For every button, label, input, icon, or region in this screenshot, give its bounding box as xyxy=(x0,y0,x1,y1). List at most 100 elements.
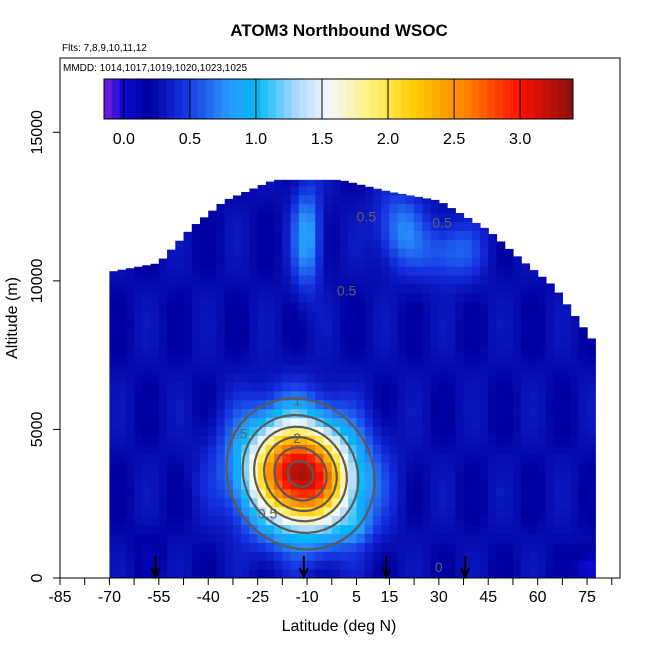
colorbar-segment xyxy=(424,79,433,119)
heatmap-cell xyxy=(504,399,514,410)
heatmap-cell xyxy=(158,283,168,294)
heatmap-cell xyxy=(488,292,498,303)
heatmap-cell xyxy=(480,239,489,249)
heatmap-cell xyxy=(397,193,407,196)
heatmap-cell xyxy=(191,533,201,543)
heatmap-cell xyxy=(381,319,391,329)
colorbar-segment xyxy=(565,79,574,119)
heatmap-cell xyxy=(397,453,407,463)
heatmap-cell xyxy=(554,390,563,401)
heatmap-cell xyxy=(117,471,127,481)
heatmap-cell xyxy=(521,301,531,312)
heatmap-cell xyxy=(208,212,218,223)
heatmap-cell xyxy=(323,453,333,463)
heatmap-cell xyxy=(381,221,391,231)
heatmap-cell xyxy=(315,364,325,374)
heatmap-cell xyxy=(488,417,498,428)
heatmap-cell xyxy=(381,257,391,267)
heatmap-cell xyxy=(241,319,251,329)
contour-line xyxy=(263,435,338,513)
heatmap-cell xyxy=(463,355,473,365)
heatmap-cell xyxy=(191,301,201,312)
heatmap-cell xyxy=(348,444,358,454)
heatmap-cell xyxy=(191,319,201,329)
heatmap-cell xyxy=(364,274,374,285)
heatmap-cell xyxy=(529,381,539,392)
heatmap-cell xyxy=(364,230,374,240)
heatmap-cell xyxy=(142,328,152,338)
heatmap-cell xyxy=(496,426,506,436)
heatmap-cell xyxy=(504,417,514,428)
heatmap-cell xyxy=(381,417,391,428)
heatmap-cell xyxy=(397,435,407,445)
heatmap-cell xyxy=(372,239,382,249)
heatmap-cell xyxy=(405,488,415,499)
heatmap-cell xyxy=(480,417,489,428)
heatmap-cell xyxy=(512,524,522,535)
heatmap-cell xyxy=(167,506,176,517)
heatmap-cell xyxy=(471,364,481,374)
heatmap-cell xyxy=(447,506,456,517)
heatmap-cell xyxy=(232,195,242,205)
heatmap-cell xyxy=(282,203,292,214)
heatmap-cell xyxy=(274,230,283,240)
heatmap-cell xyxy=(191,257,201,267)
heatmap-cell xyxy=(463,524,473,535)
heatmap-cell xyxy=(282,239,292,249)
heatmap-field xyxy=(109,179,596,578)
heatmap-cell xyxy=(471,355,481,365)
heatmap-cell xyxy=(315,185,325,196)
heatmap-cell xyxy=(570,515,580,526)
heatmap-cell xyxy=(331,346,341,356)
heatmap-cell xyxy=(364,355,374,365)
heatmap-cell xyxy=(447,212,456,223)
heatmap-cell xyxy=(389,257,399,267)
heatmap-cell xyxy=(381,239,391,249)
heatmap-cell xyxy=(150,426,160,436)
heatmap-cell xyxy=(356,328,366,338)
heatmap-cell xyxy=(183,444,193,454)
heatmap-cell xyxy=(447,248,456,258)
heatmap-cell xyxy=(315,257,325,267)
heatmap-cell xyxy=(117,319,127,329)
heatmap-cell xyxy=(282,212,292,223)
heatmap-cell xyxy=(307,266,316,276)
heatmap-cell xyxy=(274,328,283,338)
heatmap-cell xyxy=(488,488,498,499)
heatmap-cell xyxy=(537,276,547,285)
heatmap-cell xyxy=(480,408,489,419)
colorbar-segment xyxy=(510,79,519,119)
heatmap-cell xyxy=(191,479,201,490)
heatmap-cell xyxy=(109,542,119,552)
heatmap-cell xyxy=(570,569,580,578)
heatmap-cell xyxy=(298,301,308,312)
heatmap-cell xyxy=(183,471,193,481)
heatmap-cell xyxy=(372,292,382,303)
heatmap-cell xyxy=(570,453,580,463)
heatmap-cell xyxy=(307,248,316,258)
heatmap-cell xyxy=(496,283,506,294)
heatmap-cell xyxy=(578,560,588,570)
heatmap-cell xyxy=(224,435,234,445)
heatmap-cell xyxy=(134,328,143,338)
heatmap-cell xyxy=(372,497,382,508)
heatmap-cell xyxy=(158,417,168,428)
heatmap-cell xyxy=(265,283,275,294)
heatmap-cell xyxy=(183,533,193,543)
heatmap-cell xyxy=(158,488,168,499)
heatmap-cell xyxy=(488,337,498,347)
heatmap-cell xyxy=(381,337,391,347)
heatmap-cell xyxy=(414,283,423,294)
heatmap-cell xyxy=(430,230,440,240)
heatmap-cell xyxy=(587,497,596,508)
heatmap-cell xyxy=(191,372,201,383)
heatmap-cell xyxy=(150,435,160,445)
heatmap-cell xyxy=(488,372,498,383)
heatmap-cell xyxy=(587,524,596,535)
heatmap-cell xyxy=(208,319,218,329)
heatmap-cell xyxy=(414,230,423,240)
heatmap-cell xyxy=(200,364,209,374)
heatmap-cell xyxy=(578,346,588,356)
heatmap-cell xyxy=(134,319,143,329)
